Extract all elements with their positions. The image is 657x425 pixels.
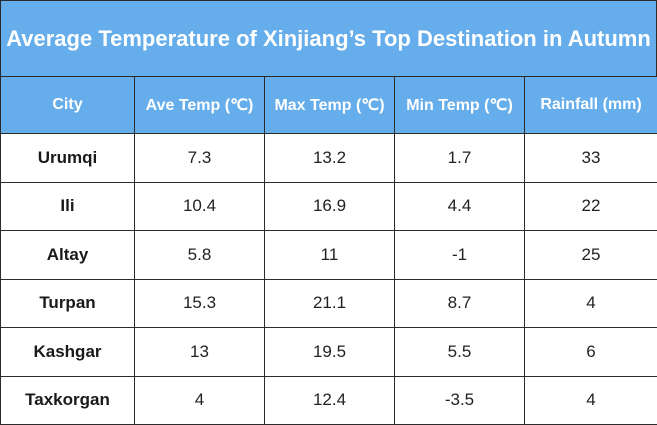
table-row: Urumqi 7.3 13.2 1.7 33 — [1, 134, 657, 183]
column-header-min-temp: Min Temp (℃) — [395, 77, 525, 134]
table-title: Average Temperature of Xinjiang’s Top De… — [0, 0, 657, 76]
city-cell: Kashgar — [1, 328, 135, 377]
ave-temp-cell: 15.3 — [135, 279, 265, 328]
min-temp-cell: 8.7 — [395, 279, 525, 328]
rainfall-cell: 6 — [525, 328, 657, 377]
header-row: City Ave Temp (℃) Max Temp (℃) Min Temp … — [1, 77, 657, 134]
column-header-city: City — [1, 77, 135, 134]
max-temp-cell: 12.4 — [265, 376, 395, 425]
rainfall-cell: 4 — [525, 279, 657, 328]
min-temp-cell: -3.5 — [395, 376, 525, 425]
ave-temp-cell: 10.4 — [135, 182, 265, 231]
ave-temp-cell: 13 — [135, 328, 265, 377]
ave-temp-cell: 5.8 — [135, 231, 265, 280]
ave-temp-cell: 4 — [135, 376, 265, 425]
table-row: Ili 10.4 16.9 4.4 22 — [1, 182, 657, 231]
column-header-max-temp: Max Temp (℃) — [265, 77, 395, 134]
ave-temp-cell: 7.3 — [135, 134, 265, 183]
table-row: Turpan 15.3 21.1 8.7 4 — [1, 279, 657, 328]
table-row: Altay 5.8 11 -1 25 — [1, 231, 657, 280]
rainfall-cell: 4 — [525, 376, 657, 425]
city-cell: Urumqi — [1, 134, 135, 183]
max-temp-cell: 19.5 — [265, 328, 395, 377]
rainfall-cell: 33 — [525, 134, 657, 183]
max-temp-cell: 13.2 — [265, 134, 395, 183]
table-row: Taxkorgan 4 12.4 -3.5 4 — [1, 376, 657, 425]
rainfall-cell: 22 — [525, 182, 657, 231]
rainfall-cell: 25 — [525, 231, 657, 280]
table-row: Kashgar 13 19.5 5.5 6 — [1, 328, 657, 377]
max-temp-cell: 21.1 — [265, 279, 395, 328]
city-cell: Altay — [1, 231, 135, 280]
min-temp-cell: 5.5 — [395, 328, 525, 377]
max-temp-cell: 16.9 — [265, 182, 395, 231]
column-header-rainfall: Rainfall (mm) — [525, 77, 657, 134]
column-header-ave-temp: Ave Temp (℃) — [135, 77, 265, 134]
min-temp-cell: 1.7 — [395, 134, 525, 183]
min-temp-cell: -1 — [395, 231, 525, 280]
city-cell: Turpan — [1, 279, 135, 328]
min-temp-cell: 4.4 — [395, 182, 525, 231]
temperature-table: City Ave Temp (℃) Max Temp (℃) Min Temp … — [0, 76, 657, 425]
city-cell: Taxkorgan — [1, 376, 135, 425]
city-cell: Ili — [1, 182, 135, 231]
max-temp-cell: 11 — [265, 231, 395, 280]
